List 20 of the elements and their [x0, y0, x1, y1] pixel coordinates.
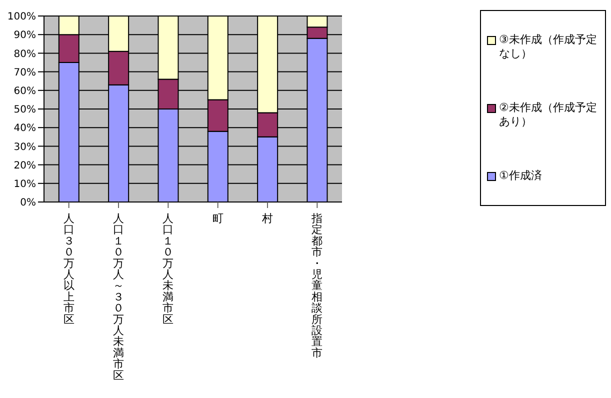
y-tick-label: 20%: [14, 160, 36, 172]
category-label: 人口１０万人～３０万人未満市区: [113, 212, 124, 382]
x-tick-label: 村: [261, 212, 273, 225]
category-label: 人口３０万人以上市区: [63, 212, 74, 326]
legend-label: ①作成済: [499, 169, 542, 183]
category-label: 人口１０万人未満市区: [162, 212, 174, 326]
x-tick-label: 町: [212, 212, 224, 225]
y-tick-label: 100%: [7, 12, 36, 23]
y-tick-label: 10%: [14, 178, 36, 190]
category-label: 指定都市・児童相談所設置市: [312, 212, 323, 360]
y-tick-label: 80%: [14, 48, 36, 60]
y-tick-label: 50%: [14, 104, 36, 116]
legend-label: ②未作成（作成予定あり）: [499, 101, 598, 129]
y-tick-label: 60%: [14, 86, 36, 97]
legend-label: ③未作成（作成予定なし）: [499, 33, 598, 61]
y-tick-label: 40%: [14, 123, 36, 134]
y-tick-label: 0%: [20, 198, 36, 209]
y-tick-label: 90%: [14, 30, 36, 42]
y-tick-label: 70%: [14, 67, 36, 78]
y-tick-label: 30%: [14, 142, 36, 153]
